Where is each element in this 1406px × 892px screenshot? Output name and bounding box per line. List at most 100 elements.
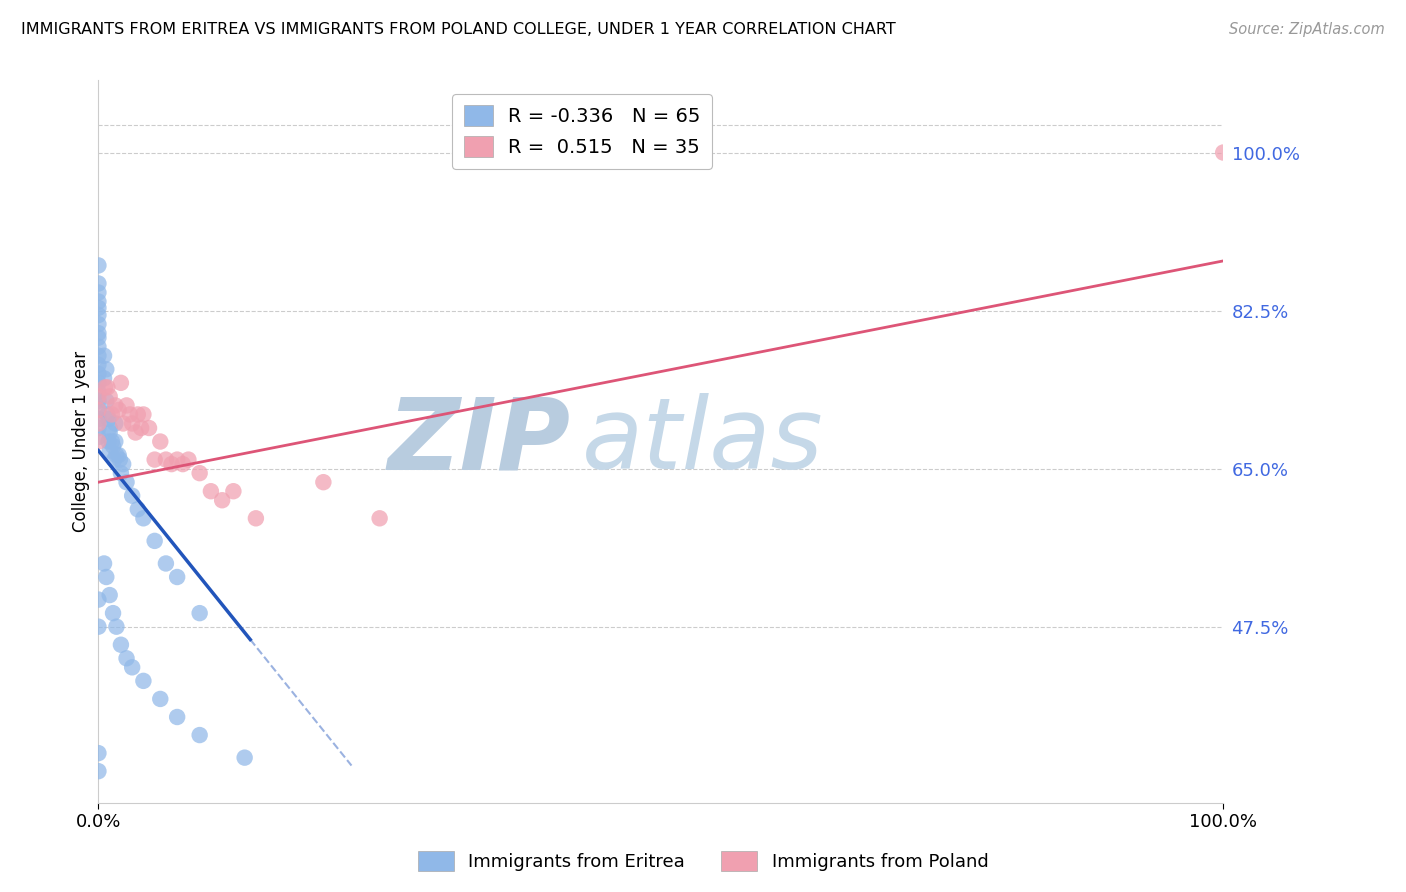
Point: [101, 408, 124, 422]
Point: [87, 277, 110, 291]
Point: [166, 452, 188, 467]
Point: [110, 376, 132, 390]
Point: [112, 457, 135, 471]
Point: [172, 457, 194, 471]
Point: [101, 439, 124, 453]
Point: [211, 493, 233, 508]
Point: [87, 331, 110, 345]
Point: [129, 421, 152, 435]
Point: [87, 430, 110, 444]
Point: [96, 570, 118, 584]
Point: [87, 259, 110, 273]
Point: [87, 389, 110, 403]
Point: [87, 376, 110, 390]
Point: [115, 475, 138, 490]
Point: [87, 393, 110, 408]
Point: [87, 417, 110, 431]
Point: [104, 398, 127, 412]
Point: [118, 408, 141, 422]
Point: [93, 371, 115, 385]
Point: [132, 511, 155, 525]
Text: atlas: atlas: [582, 393, 824, 490]
Legend: Immigrants from Eritrea, Immigrants from Poland: Immigrants from Eritrea, Immigrants from…: [411, 844, 995, 879]
Point: [103, 452, 125, 467]
Point: [166, 570, 188, 584]
Point: [188, 606, 211, 620]
Point: [115, 398, 138, 412]
Text: Source: ZipAtlas.com: Source: ZipAtlas.com: [1229, 22, 1385, 37]
Point: [110, 466, 132, 480]
Point: [97, 434, 120, 449]
Point: [107, 448, 129, 462]
Point: [112, 417, 135, 431]
Point: [149, 434, 172, 449]
Point: [132, 408, 155, 422]
Point: [87, 384, 110, 399]
Point: [87, 434, 110, 449]
Point: [177, 452, 200, 467]
Point: [87, 317, 110, 331]
Point: [200, 484, 222, 499]
Point: [87, 764, 110, 779]
Text: IMMIGRANTS FROM ERITREA VS IMMIGRANTS FROM POLAND COLLEGE, UNDER 1 YEAR CORRELAT: IMMIGRANTS FROM ERITREA VS IMMIGRANTS FR…: [21, 22, 896, 37]
Point: [101, 434, 124, 449]
Point: [149, 692, 172, 706]
Point: [1212, 145, 1234, 160]
Point: [160, 457, 183, 471]
Point: [87, 746, 110, 760]
Point: [124, 425, 146, 440]
Point: [138, 421, 160, 435]
Point: [110, 638, 132, 652]
Point: [121, 660, 143, 674]
Point: [87, 367, 110, 381]
Point: [96, 362, 118, 376]
Point: [368, 511, 391, 525]
Point: [127, 408, 149, 422]
Point: [87, 403, 110, 417]
Point: [87, 403, 110, 417]
Point: [98, 588, 121, 602]
Point: [132, 673, 155, 688]
Point: [94, 380, 117, 394]
Point: [188, 728, 211, 742]
Point: [96, 380, 118, 394]
Point: [233, 750, 256, 764]
Point: [98, 443, 121, 458]
Point: [121, 417, 143, 431]
Point: [87, 326, 110, 341]
Point: [107, 403, 129, 417]
Point: [87, 620, 110, 634]
Point: [143, 452, 166, 467]
Point: [87, 358, 110, 372]
Point: [115, 651, 138, 665]
Legend: R = -0.336   N = 65, R =  0.515   N = 35: R = -0.336 N = 65, R = 0.515 N = 35: [451, 94, 713, 169]
Text: ZIP: ZIP: [388, 393, 571, 490]
Point: [121, 489, 143, 503]
Point: [98, 389, 121, 403]
Point: [93, 557, 115, 571]
Point: [96, 393, 118, 408]
Point: [97, 412, 120, 426]
Point: [222, 484, 245, 499]
Point: [105, 448, 128, 462]
Point: [98, 421, 121, 435]
Point: [101, 606, 124, 620]
Point: [87, 301, 110, 315]
Point: [93, 349, 115, 363]
Point: [155, 452, 177, 467]
Point: [87, 421, 110, 435]
Point: [96, 408, 118, 422]
Point: [104, 417, 127, 431]
Point: [87, 349, 110, 363]
Point: [312, 475, 335, 490]
Point: [143, 533, 166, 548]
Point: [87, 294, 110, 309]
Point: [98, 425, 121, 440]
Point: [105, 620, 128, 634]
Point: [87, 285, 110, 300]
Y-axis label: College, Under 1 year: College, Under 1 year: [72, 351, 90, 533]
Point: [127, 502, 149, 516]
Point: [155, 557, 177, 571]
Point: [104, 434, 127, 449]
Point: [188, 466, 211, 480]
